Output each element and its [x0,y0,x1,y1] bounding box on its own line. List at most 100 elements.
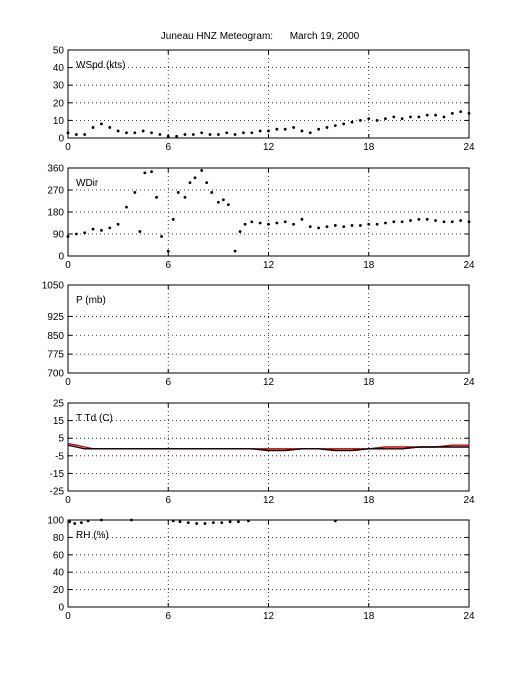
y-tick-label: 60 [53,550,65,561]
data-point [283,220,287,224]
data-point [91,227,95,231]
data-point [350,224,354,227]
x-tick-label: 6 [165,142,171,153]
data-point [325,225,329,229]
data-point [100,228,103,232]
data-point [86,519,90,523]
x-tick-label: 6 [165,495,171,506]
data-point [83,133,87,136]
data-point [211,521,215,525]
panel-variable-label: WSpd (kts) [76,60,125,71]
y-tick-label: 80 [53,533,65,544]
data-point [116,129,120,133]
data-point [308,225,312,229]
panel-variable-label: RH (%) [76,530,109,541]
data-point [292,222,295,226]
y-tick-label: 90 [53,230,65,241]
y-tick-label: 700 [47,369,64,380]
data-point [227,203,230,207]
data-point [141,129,145,133]
data-point [200,131,204,135]
data-point [358,224,362,227]
x-tick-label: 18 [363,142,375,153]
data-point [203,522,207,525]
data-point [342,122,346,126]
x-tick-label: 0 [65,377,71,388]
data-point [158,133,162,136]
series-2 [67,444,469,452]
data-point [108,226,112,230]
data-point [225,131,229,135]
x-tick-label: 24 [463,377,475,388]
panel-variable-label: WDir [76,178,99,189]
panel-2: 0 6 12 18 24 0 90 180 270 360 WDir [47,164,475,272]
y-tick-label: 20 [53,585,65,596]
data-point [125,131,128,135]
data-point [205,181,209,185]
data-point [175,134,179,138]
x-tick-label: 6 [165,611,171,622]
data-point [233,249,237,253]
x-tick-label: 24 [463,495,475,506]
x-tick-label: 12 [263,260,275,271]
y-tick-label: -5 [55,451,64,462]
data-point [300,217,304,221]
data-point [79,521,83,525]
data-point [178,520,182,524]
y-tick-label: 20 [53,98,65,109]
y-tick-label: 40 [53,63,65,74]
data-point [191,133,195,136]
data-point [130,518,133,522]
data-point [375,222,379,226]
data-point [450,220,454,224]
data-point [384,221,387,225]
x-tick-label: 0 [65,611,71,622]
data-point [143,171,147,175]
data-point [467,111,471,115]
data-point [108,126,112,129]
data-point [459,219,463,222]
x-tick-label: 18 [363,377,375,388]
data-point [325,126,329,129]
data-point [442,115,446,119]
series-1 [66,110,471,138]
data-point [333,124,337,128]
data-point [150,131,153,135]
x-tick-label: 0 [65,495,71,506]
y-tick-label: 25 [53,399,65,410]
series-line [67,444,469,452]
data-point [74,232,78,236]
data-point [375,119,379,122]
data-point [200,169,204,172]
data-point [400,117,404,121]
data-point [442,220,446,224]
data-point [367,222,371,226]
data-point [358,119,362,122]
data-point [166,249,170,253]
data-point [317,127,321,131]
data-point [250,220,254,224]
data-point [221,198,225,202]
y-tick-label: 775 [47,350,64,361]
data-point [186,521,190,525]
y-tick-label: 5 [58,434,64,445]
data-point [308,131,312,135]
x-tick-label: 12 [263,611,275,622]
data-point [100,122,103,126]
panel-5: 0 6 12 18 24 0 20 40 60 80 100 RH (%) [47,516,475,623]
x-tick-label: 18 [363,260,375,271]
data-point [155,195,158,199]
data-point [233,133,237,136]
x-tick-label: 12 [263,377,275,388]
x-tick-label: 18 [363,611,375,622]
data-point [66,235,70,238]
y-tick-label: 180 [47,208,64,219]
y-tick-label: 10 [53,116,65,127]
data-point [171,519,175,523]
y-tick-label: 925 [47,312,64,323]
data-point [150,170,153,174]
x-tick-label: 6 [165,377,171,388]
y-tick-label: 360 [47,164,64,175]
data-point [333,224,337,227]
data-point [434,113,437,117]
